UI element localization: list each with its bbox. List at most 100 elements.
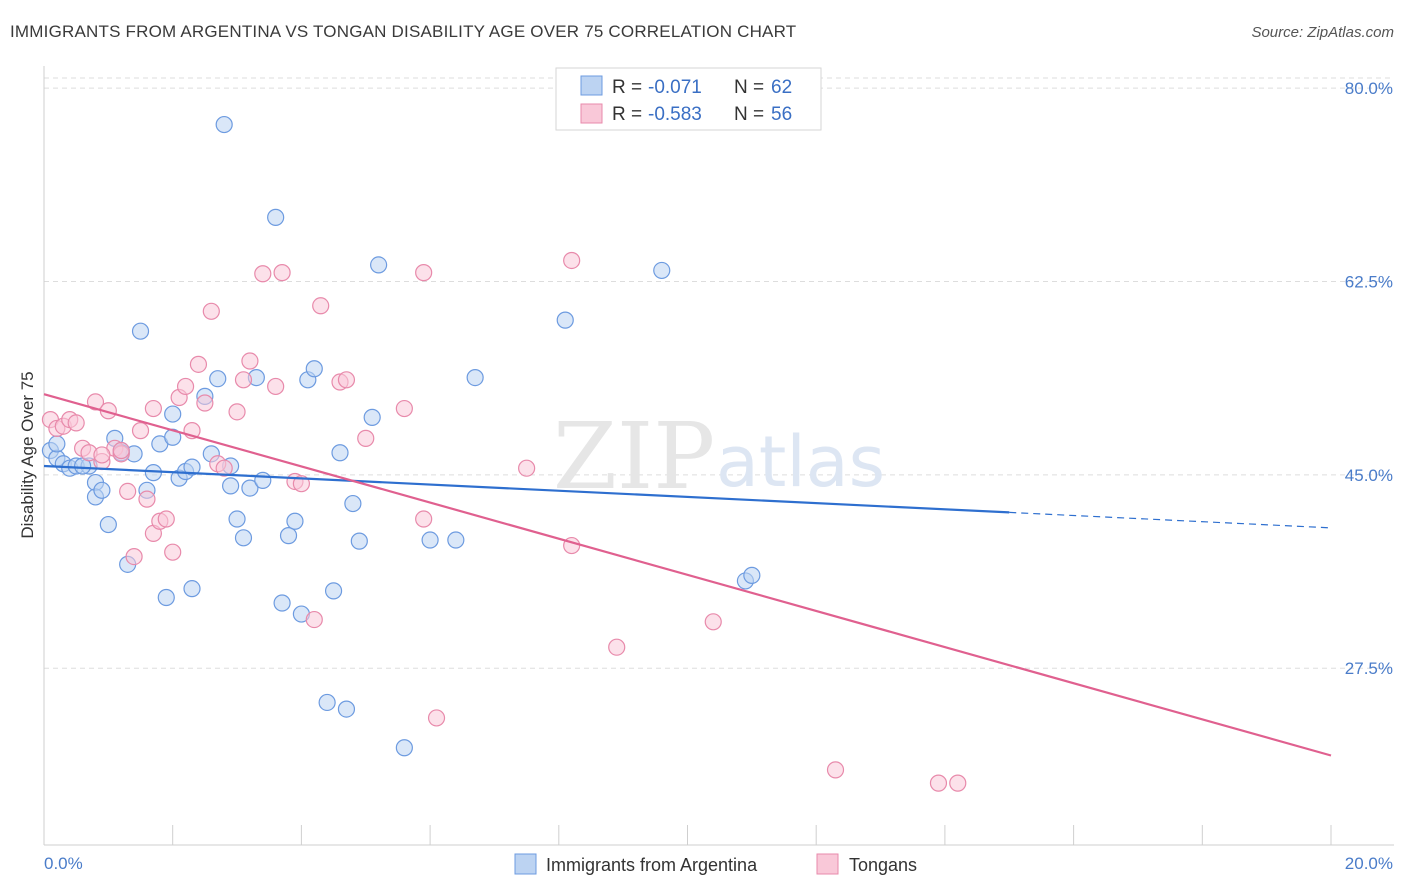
tongan-point [215, 459, 233, 477]
argentina-point [447, 531, 465, 549]
tongan-point [164, 543, 182, 561]
trend-lines [43, 393, 1332, 757]
tongan-point [228, 403, 246, 421]
argentina-point [421, 531, 439, 549]
argentina-point [183, 458, 201, 476]
argentina-point [324, 582, 343, 600]
tongan-point [138, 490, 156, 508]
argentina-point [370, 256, 388, 274]
chart-title: IMMIGRANTS FROM ARGENTINA VS TONGAN DISA… [10, 22, 797, 41]
argentina-point [48, 435, 66, 453]
argentina-point [344, 494, 362, 513]
argentina-point [318, 693, 336, 712]
tongan-point [267, 377, 285, 396]
tongan-point [608, 638, 626, 656]
argentina-point [183, 580, 201, 598]
x-tick-label: 20.0% [1345, 854, 1393, 873]
tongan-point [93, 446, 111, 464]
argentina-point [305, 360, 323, 378]
tongan-point [125, 548, 143, 566]
tongan-point [144, 399, 162, 418]
tongan-point [202, 302, 220, 320]
tongan-trend-line [43, 393, 1332, 757]
argentina-point [743, 566, 761, 584]
argentina-point [395, 739, 413, 757]
tongan-point [292, 475, 310, 493]
argentina-point [267, 208, 285, 226]
legend-r-value-argentina: -0.071 [648, 77, 702, 98]
y-tick-label: 62.5% [1345, 272, 1393, 291]
tongan-point [415, 264, 433, 282]
legend-n-value-argentina: 62 [771, 77, 792, 98]
x-tick-label: 0.0% [44, 854, 83, 873]
tongan-point [119, 482, 137, 501]
tongan-point [189, 355, 208, 373]
tongan-point [563, 251, 581, 270]
argentina-point [279, 527, 298, 545]
tongan-point [254, 265, 272, 283]
argentina-trend-extension [1009, 511, 1332, 529]
argentina-point [273, 594, 291, 612]
tongan-point [518, 459, 536, 477]
argentina-point [157, 588, 175, 607]
legend-n-label-tongans: N = [734, 104, 764, 125]
argentina-point [466, 369, 484, 387]
argentina-point [222, 477, 240, 495]
argentina-point [215, 115, 233, 134]
correlation-legend: R = -0.071 N = 62 R = -0.583 N = 56 [555, 67, 822, 131]
argentina-point [556, 311, 574, 329]
y-tick-label: 27.5% [1345, 659, 1393, 678]
legend-r-label-argentina: R = [612, 77, 642, 98]
legend-n-label-argentina: N = [734, 77, 764, 98]
legend-r-label-tongans: R = [612, 104, 642, 125]
y-tick-label: 80.0% [1345, 79, 1393, 98]
tongan-point [949, 774, 967, 792]
tongan-point [196, 394, 214, 412]
tongan-point [312, 297, 330, 315]
argentina-point [254, 471, 272, 489]
watermark-atlas: atlas [716, 421, 885, 503]
argentina-point [234, 529, 253, 547]
bottom-legend-swatch-tongans [816, 853, 839, 875]
bottom-legend-swatch-argentina [514, 853, 537, 875]
argentina-point [209, 370, 227, 388]
argentina-point [93, 481, 111, 499]
tongan-point [112, 441, 130, 460]
y-tick-label: 45.0% [1345, 466, 1393, 485]
tongan-point [415, 510, 433, 528]
tongan-point [337, 371, 356, 389]
tongan-point [305, 610, 323, 629]
legend-swatch-argentina [580, 75, 603, 96]
x-tick-labels: 0.0% 20.0% [44, 854, 1393, 873]
argentina-point [228, 510, 246, 528]
tongan-point [234, 371, 253, 389]
argentina-point [363, 408, 381, 426]
source-label: Source: ZipAtlas.com [1251, 24, 1394, 41]
argentina-point [164, 405, 182, 423]
argentina-point [131, 322, 150, 340]
tongan-point [427, 709, 446, 727]
argentina-point [331, 444, 349, 462]
tongan-point [929, 774, 948, 792]
tongan-point [395, 399, 413, 418]
y-tick-labels: 27.5% 45.0% 62.5% 80.0% [1345, 79, 1393, 678]
bottom-legend-label-tongans: Tongans [849, 855, 917, 875]
tongan-point [86, 393, 105, 411]
series-legend: Immigrants from Argentina Tongans [514, 853, 917, 875]
tongan-point [357, 429, 375, 447]
tongan-point [704, 613, 722, 631]
tongan-point [241, 352, 259, 370]
argentina-point [337, 700, 356, 718]
legend-r-value-tongans: -0.583 [648, 104, 702, 125]
argentina-point [241, 479, 259, 497]
argentina-point [653, 261, 671, 280]
argentina-trend-line [43, 464, 1010, 514]
tongan-point [131, 422, 150, 440]
argentina-point [99, 515, 117, 534]
argentina-point [286, 512, 304, 530]
tongan-point [157, 510, 175, 528]
data-points [41, 115, 967, 792]
tongan-point [826, 761, 845, 779]
argentina-point [350, 532, 368, 550]
